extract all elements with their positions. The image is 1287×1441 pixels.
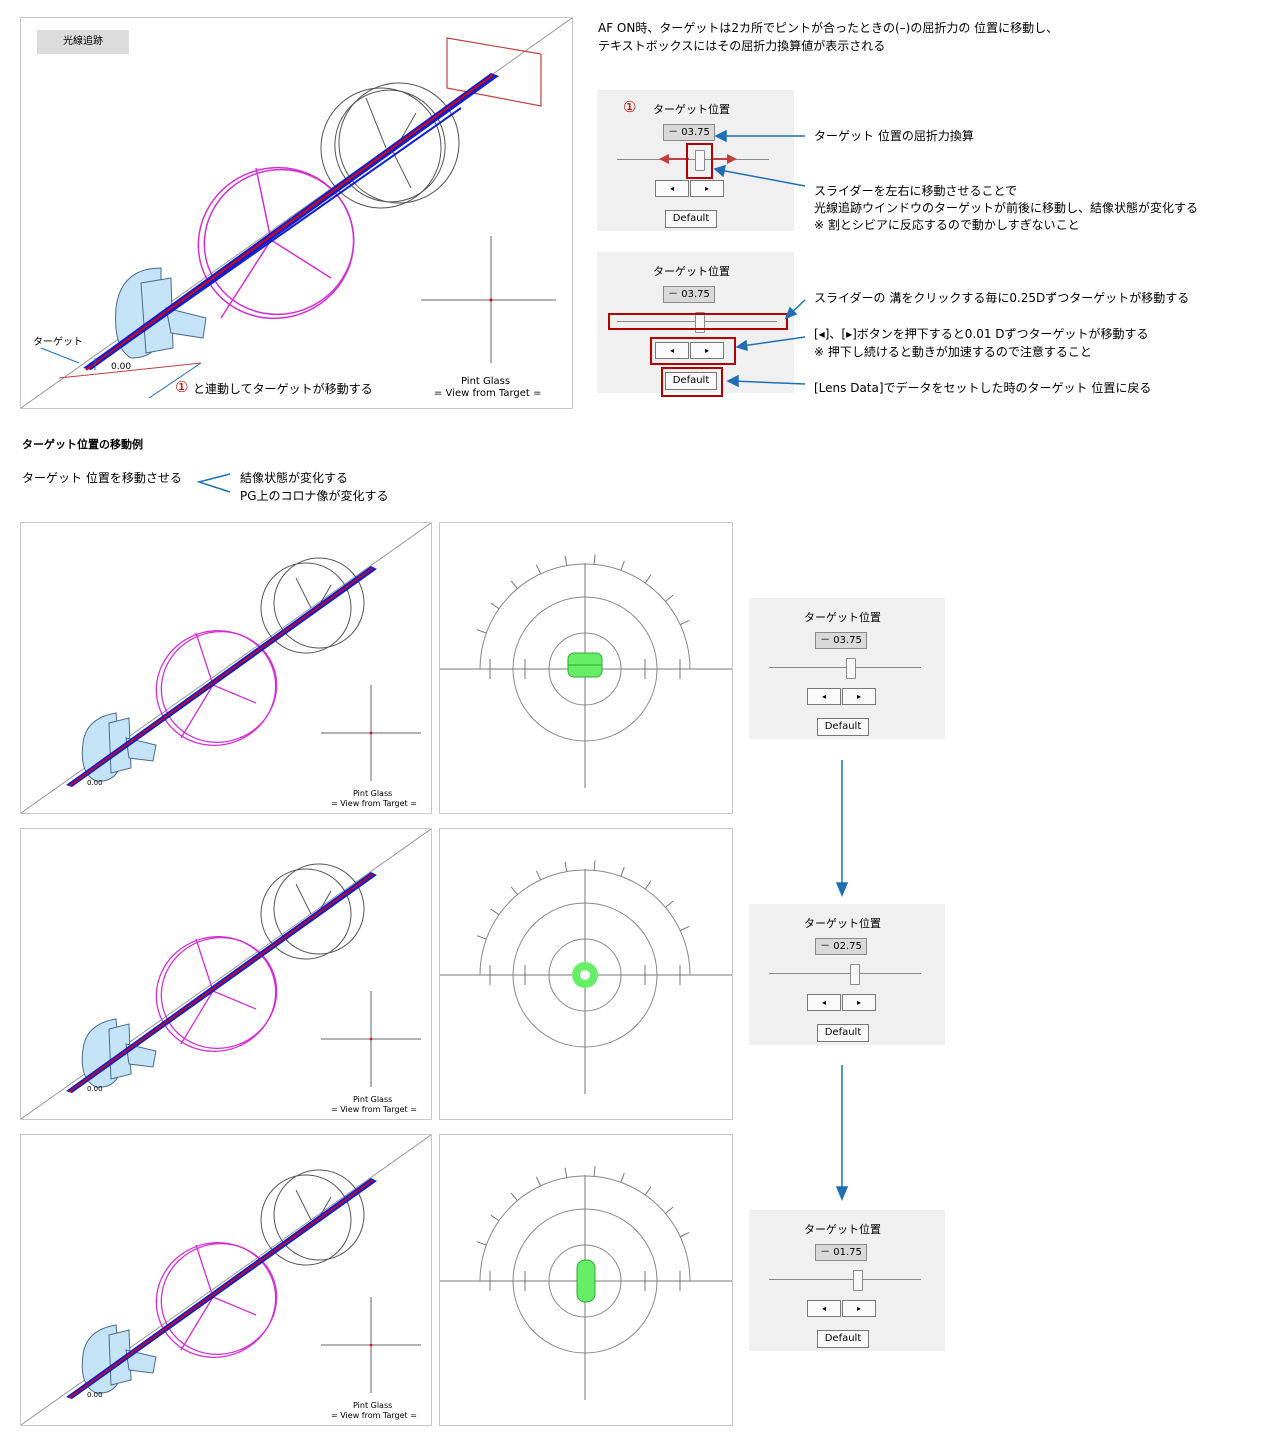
view-from-target-label: = View from Target = (331, 1105, 417, 1114)
step-left-button[interactable]: ◂ (807, 688, 841, 705)
pint-glass-label: Pint Glass (353, 1095, 393, 1104)
slider-thumb[interactable] (853, 1270, 864, 1291)
annotation-slider-3: ※ 割とシビアに反応するので動かしすぎないこと (814, 218, 1080, 232)
progress-arrows (835, 760, 849, 1201)
annotation-buttons-2: ※ 押下し続けると動きが加速するので注意すること (814, 345, 1092, 359)
circle-marker-1: ① (623, 98, 637, 116)
ray-trace-thumbnail: 0.00 Pint Glass = View from Target = (20, 828, 432, 1120)
example-result-2: PG上のコロナ像が変化する (240, 489, 389, 503)
target-position-panel-example: ターゲット位置 － 02.75 ◂ ▸ Default (749, 904, 945, 1045)
target-position-title: ターゲット位置 (804, 917, 881, 930)
pint-glass-label: Pint Glass (353, 789, 393, 798)
target-position-panel-example: ターゲット位置 － 03.75 ◂ ▸ Default (749, 598, 945, 739)
intro-line-2: テキストボックスにはその屈折力換算値が表示される (598, 39, 886, 53)
step-left-button[interactable]: ◂ (655, 342, 689, 359)
thumb-highlight (686, 143, 713, 179)
ray-trace-thumbnail: 0.00 Pint Glass = View from Target = (20, 522, 432, 814)
target-position-value: － 02.75 (815, 938, 867, 955)
circle-marker-1: ① (175, 378, 189, 396)
annotation-refraction: ターゲット 位置の屈折力換算 (814, 129, 974, 143)
step-right-button[interactable]: ▸ (842, 994, 876, 1011)
pint-glass-view (439, 1134, 733, 1426)
slider-track[interactable] (769, 973, 921, 974)
slider-thumb[interactable] (845, 658, 856, 679)
pint-glass-label: Pint Glass (353, 1401, 393, 1410)
slider-thumb[interactable] (850, 964, 861, 985)
target-position-panel-1: ① ターゲット位置 － 03.75 ◂ ▸ Default (597, 90, 794, 231)
step-left-button[interactable]: ◂ (807, 994, 841, 1011)
default-button[interactable]: Default (817, 1330, 869, 1348)
slider-thumb[interactable] (695, 312, 705, 333)
link-note: と連動してターゲットが移動する (193, 382, 373, 396)
target-position-panel-example: ターゲット位置 － 01.75 ◂ ▸ Default (749, 1210, 945, 1351)
view-from-target-label: = View from Target = (331, 1411, 417, 1420)
example-result-1: 結像状態が変化する (240, 471, 349, 485)
view-from-target-label: = View from Target = (434, 388, 542, 399)
intro-line-1: AF ON時、ターゲットは2カ所でピントが合ったときの(–)の屈折力の 位置に移… (598, 21, 1059, 35)
target-position-title: ターゲット位置 (804, 1223, 881, 1236)
example-heading: ターゲット位置の移動例 (22, 438, 143, 451)
target-position-title: ターゲット位置 (653, 265, 730, 278)
pint-glass-view (439, 828, 733, 1120)
default-button[interactable]: Default (665, 372, 717, 390)
annotation-buttons-1: [◂]、[▸]ボタンを押下すると0.01 Dずつターゲットが移動する (814, 327, 1149, 341)
target-position-value: － 03.75 (815, 632, 867, 649)
annotation-slider-1: スライダーを左右に移動させることで (814, 184, 1018, 198)
view-from-target-label: = View from Target = (331, 799, 417, 808)
buttons-highlight (650, 337, 736, 365)
default-button[interactable]: Default (817, 718, 869, 736)
target-position-value: － 01.75 (815, 1244, 867, 1261)
pint-glass-view (439, 522, 733, 814)
target-position-panel-2: ターゲット位置 － 03.75 ◂ ▸ Default (597, 252, 794, 393)
window-title-tab: 光線追跡 (37, 30, 129, 54)
groove-highlight (608, 313, 788, 330)
target-position-title: ターゲット位置 (653, 103, 730, 116)
slider-thumb[interactable] (695, 150, 705, 171)
step-right-button[interactable]: ▸ (842, 688, 876, 705)
branch-arrow-icon (196, 473, 231, 493)
ray-trace-canvas (21, 18, 572, 408)
target-position-value: － 03.75 (663, 124, 715, 141)
annotation-default: [Lens Data]でデータをセットした時のターゲット 位置に戻る (814, 381, 1152, 395)
default-button[interactable]: Default (817, 1024, 869, 1042)
slider-track[interactable] (617, 159, 769, 160)
step-right-button[interactable]: ▸ (690, 180, 724, 197)
step-right-button[interactable]: ▸ (842, 1300, 876, 1317)
slider-track[interactable] (769, 667, 921, 668)
default-button[interactable]: Default (665, 210, 717, 228)
pint-glass-label: Pint Glass (461, 376, 511, 387)
step-left-button[interactable]: ◂ (655, 180, 689, 197)
annotation-groove: スライダーの 溝をクリックする毎に0.25Dずつターゲットが移動する (814, 291, 1190, 305)
step-right-button[interactable]: ▸ (690, 342, 724, 359)
default-highlight (661, 367, 723, 397)
example-move-text: ターゲット 位置を移動させる (22, 471, 182, 485)
step-left-button[interactable]: ◂ (807, 1300, 841, 1317)
ray-trace-window: 光線追跡 ターゲット 0.00 ① と連動してターゲットが移動する Pint G… (20, 17, 573, 409)
target-position-value: － 03.75 (663, 286, 715, 303)
target-position-title: ターゲット位置 (804, 611, 881, 624)
ray-trace-thumbnail: 0.00 Pint Glass = View from Target = (20, 1134, 432, 1426)
target-label: ターゲット (33, 337, 83, 348)
target-value: 0.00 (111, 362, 132, 372)
annotation-slider-2: 光線追跡ウインドウのターゲットが前後に移動し、結像状態が変化する (814, 201, 1199, 215)
slider-track[interactable] (769, 1279, 921, 1280)
